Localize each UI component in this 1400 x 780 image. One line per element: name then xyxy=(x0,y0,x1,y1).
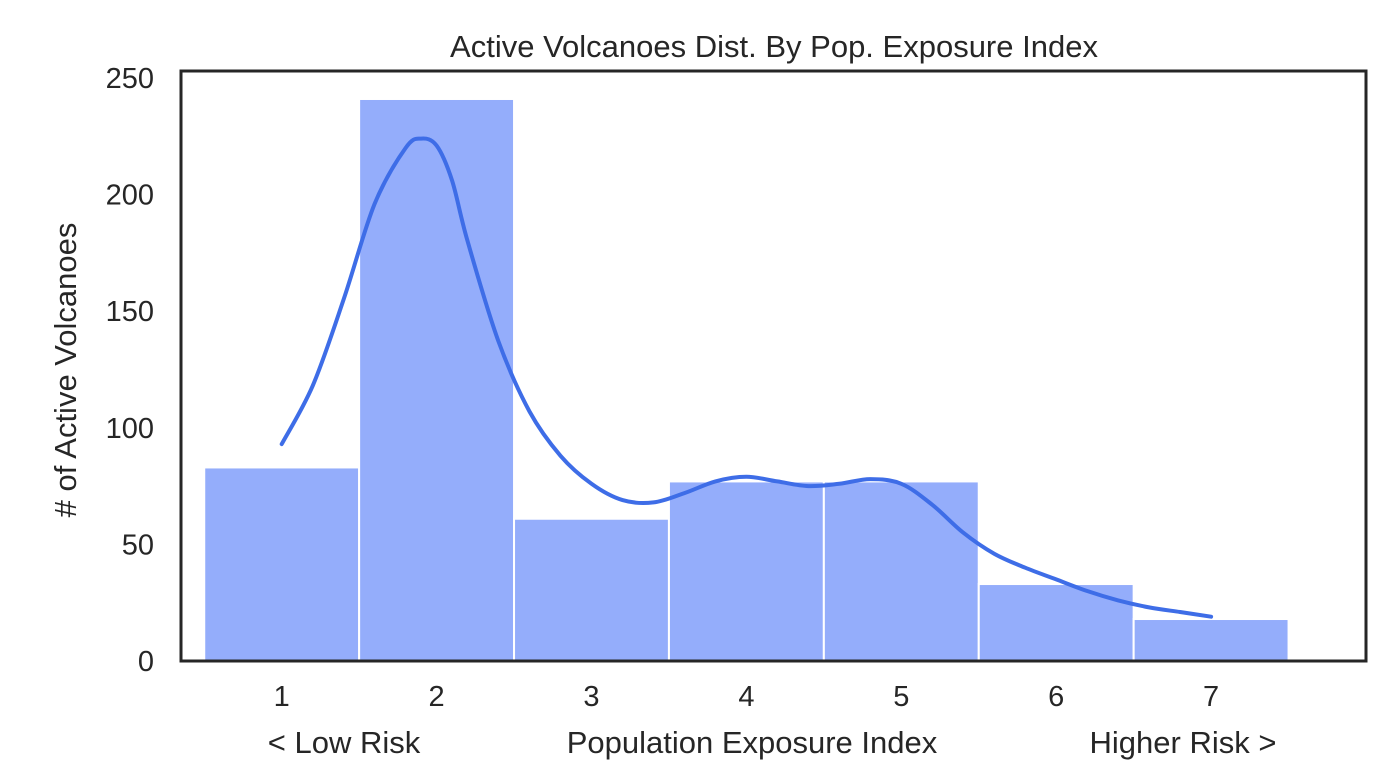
x-tick-label: 5 xyxy=(893,681,909,713)
y-axis-ticks: 0 50 100 150 200 250 xyxy=(106,63,154,678)
kde-curve xyxy=(279,136,1214,619)
bar-6 xyxy=(977,583,1135,662)
plot-frame xyxy=(179,69,1368,663)
bar-7 xyxy=(1132,618,1290,663)
x-tick-label: 4 xyxy=(738,681,754,713)
x-axis-ticks: 1 2 3 4 5 6 7 xyxy=(274,681,1220,713)
y-tick-label: 100 xyxy=(106,413,154,445)
y-tick-label: 0 xyxy=(138,646,154,678)
bars-group xyxy=(203,97,1290,663)
x-tick-label: 3 xyxy=(583,681,599,713)
x-axis-label: Population Exposure Index xyxy=(567,725,938,760)
y-tick-label: 50 xyxy=(122,529,154,561)
x-tick-label: 6 xyxy=(1048,681,1064,713)
bar-4 xyxy=(667,480,825,662)
y-tick-label: 150 xyxy=(106,296,154,328)
x-tick-label: 7 xyxy=(1203,681,1219,713)
bar-3 xyxy=(513,517,670,662)
bar-2 xyxy=(358,97,516,662)
bar-1 xyxy=(203,466,361,662)
x-axis-label-low-risk: < Low Risk xyxy=(268,725,421,760)
y-axis-label: # of Active Volcanoes xyxy=(48,223,83,518)
bar-5 xyxy=(822,480,980,662)
y-tick-label: 200 xyxy=(106,180,154,212)
x-axis-label-higher-risk: Higher Risk > xyxy=(1090,725,1277,760)
x-tick-label: 1 xyxy=(274,681,290,713)
y-tick-label: 250 xyxy=(106,63,154,95)
chart-title: Active Volcanoes Dist. By Pop. Exposure … xyxy=(450,29,1098,64)
x-tick-label: 2 xyxy=(429,681,445,713)
